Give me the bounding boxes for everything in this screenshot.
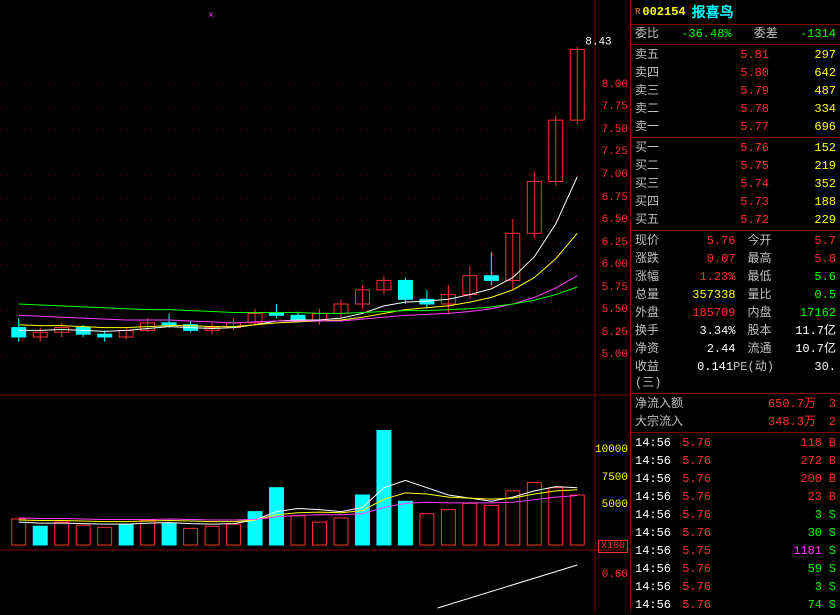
tick-row[interactable]: 14:565.7659S: [631, 560, 840, 578]
tick-row[interactable]: 14:565.7623B: [631, 488, 840, 506]
stat-row: 涨跌0.07最高5.8: [631, 250, 840, 268]
price-tick: 5.50: [602, 304, 628, 316]
orderbook-row[interactable]: 卖三5.79487: [631, 82, 840, 100]
orderbook-row[interactable]: 买五5.72229: [631, 211, 840, 229]
tick-row[interactable]: 14:565.751181S: [631, 542, 840, 560]
stock-code: 002154: [642, 5, 685, 19]
orderbook-row[interactable]: 卖四5.80642: [631, 64, 840, 82]
orderbook-row[interactable]: 买一5.76152: [631, 139, 840, 157]
stat-row: 总量357338量比0.5: [631, 286, 840, 304]
price-tick: 6.75: [602, 192, 628, 204]
price-tick: 6.00: [602, 259, 628, 271]
orderbook-row[interactable]: 买二5.75219: [631, 157, 840, 175]
tick-row[interactable]: 14:565.76118B: [631, 434, 840, 452]
r-mark: R: [635, 7, 640, 17]
price-tick: 7.00: [602, 169, 628, 181]
stat-row: 换手3.34%股本11.7亿: [631, 322, 840, 340]
stock-header[interactable]: R 002154 报喜鸟: [631, 0, 840, 25]
orderbook-row[interactable]: 买四5.73188: [631, 193, 840, 211]
price-tick: 7.25: [602, 146, 628, 158]
stock-name: 报喜鸟: [692, 2, 734, 22]
tick-row[interactable]: 14:565.76200B: [631, 470, 840, 488]
tick-row[interactable]: 14:565.763S: [631, 578, 840, 596]
vol-tick: 5000: [602, 499, 628, 511]
flow-row: 大宗流入348.3万2: [631, 413, 840, 431]
tick-row[interactable]: 14:565.76272B: [631, 452, 840, 470]
svg-text:8.43: 8.43: [585, 37, 611, 49]
info-panel: R 002154 报喜鸟 委比 -36.48% 委差 -1314 卖五5.812…: [630, 0, 840, 612]
stat-row: 收益(三)0.141PE(动)30.: [631, 358, 840, 392]
chart-area[interactable]: 8.43 × 8.00 7.75 7.50 7.25 7.00 6.75 6.50 6.25 6.…: [0, 0, 630, 612]
price-tick: 5.75: [602, 282, 628, 294]
tick-row[interactable]: 14:565.7674S: [631, 596, 840, 614]
orderbook-row[interactable]: 卖一5.77696: [631, 118, 840, 136]
price-tick: 6.50: [602, 214, 628, 226]
stat-row: 外盘185709内盘17162: [631, 304, 840, 322]
orderbook-row[interactable]: 买三5.74352: [631, 175, 840, 193]
stats-grid: 现价5.76今开5.7涨跌0.07最高5.8涨幅1.23%最低5.6总量3573…: [631, 232, 840, 392]
orderbook-row[interactable]: 卖五5.81297: [631, 46, 840, 64]
tick-row[interactable]: 14:565.763S: [631, 506, 840, 524]
price-tick: 5.00: [602, 349, 628, 361]
price-tick: 7.50: [602, 124, 628, 136]
ask-list: 卖五5.81297卖四5.80642卖三5.79487卖二5.78334卖一5.…: [631, 46, 840, 136]
stat-row: 现价5.76今开5.7: [631, 232, 840, 250]
bid-list: 买一5.76152买二5.75219买三5.74352买四5.73188买五5.…: [631, 139, 840, 229]
x100-badge: X100: [598, 540, 628, 553]
stat-row: 净资2.44流通10.7亿: [631, 340, 840, 358]
price-tick: 8.00: [602, 79, 628, 91]
weibi-row: 委比 -36.48% 委差 -1314: [631, 25, 840, 43]
price-tick: 6.25: [602, 237, 628, 249]
stat-row: 涨幅1.23%最低5.6: [631, 268, 840, 286]
svg-text:×: ×: [208, 11, 214, 22]
price-tick: 5.25: [602, 327, 628, 339]
orderbook-row[interactable]: 卖二5.78334: [631, 100, 840, 118]
tick-row[interactable]: 14:565.7630S: [631, 524, 840, 542]
tick-list: 14:565.76118B14:565.76272B14:565.76200B1…: [631, 434, 840, 614]
sub-tick: 0.60: [602, 569, 628, 581]
flow-rows: 净流入额650.7万3大宗流入348.3万2: [631, 395, 840, 431]
chart-svg: 8.43 ×: [0, 0, 630, 612]
price-tick: 7.75: [602, 101, 628, 113]
vol-tick: 7500: [602, 472, 628, 484]
flow-row: 净流入额650.7万3: [631, 395, 840, 413]
vol-tick: 10000: [595, 444, 628, 456]
